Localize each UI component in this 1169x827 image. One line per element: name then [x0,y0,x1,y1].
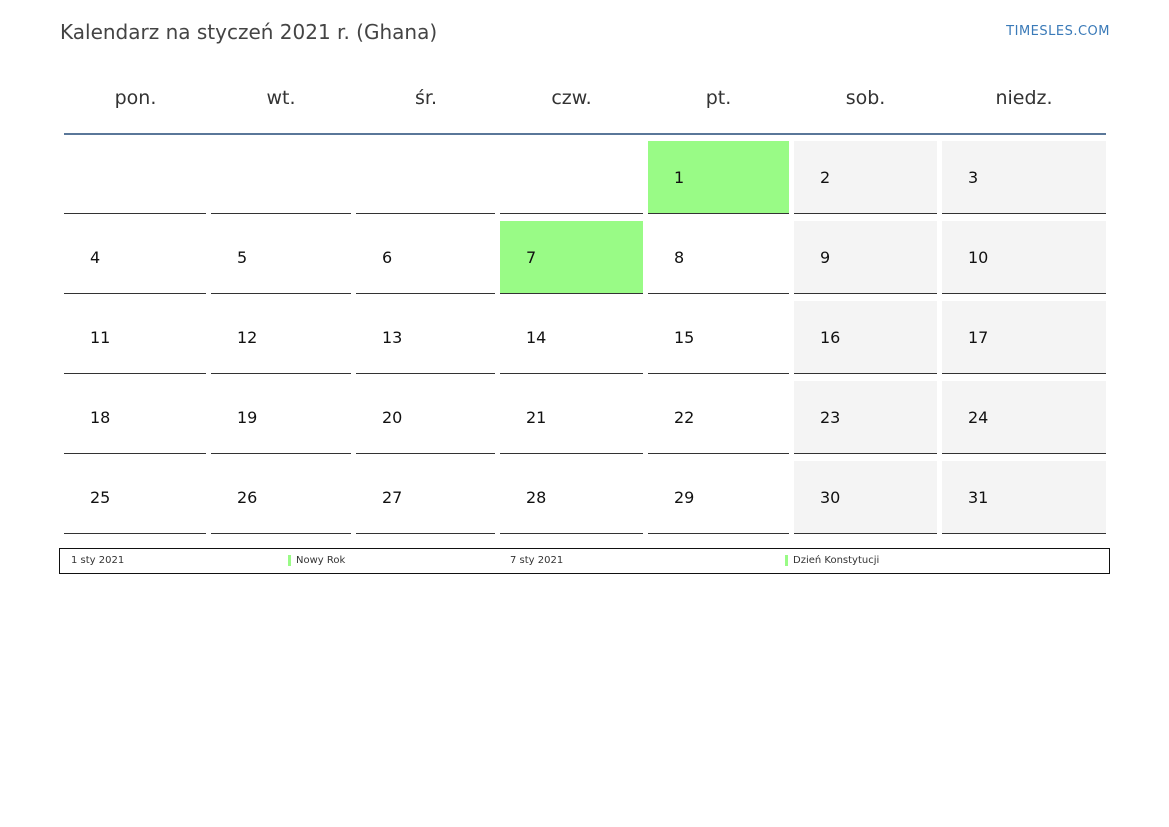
day-number: 31 [968,488,989,507]
day-cell[interactable]: 6 [356,221,495,294]
day-cell[interactable]: 8 [648,221,789,294]
day-cell[interactable]: 9 [794,221,937,294]
empty-day-cell [500,141,643,214]
calendar-week-row: 18 19 20 21 22 23 24 [64,375,1106,455]
calendar-week-row: 1 2 3 [64,135,1106,215]
day-number: 8 [674,248,685,267]
day-number: 7 [526,248,537,267]
day-number: 30 [820,488,841,507]
day-number: 9 [820,248,831,267]
legend-holiday-name: Nowy Rok [296,555,346,566]
day-number: 17 [968,328,989,347]
weekday-label: czw. [551,87,592,109]
day-cell[interactable]: 5 [211,221,351,294]
day-cell[interactable]: 31 [942,461,1106,534]
weekday-label: niedz. [995,87,1053,109]
day-number: 10 [968,248,989,267]
day-cell[interactable]: 12 [211,301,351,374]
day-cell[interactable]: 23 [794,381,937,454]
day-cell[interactable]: 4 [64,221,206,294]
calendar-week-row: 11 12 13 14 15 16 17 [64,295,1106,375]
day-cell[interactable]: 16 [794,301,937,374]
holiday-legend: 1 sty 2021 Nowy Rok 7 sty 2021 Dzień Kon… [59,548,1110,574]
day-number: 29 [674,488,695,507]
day-cell[interactable]: 28 [500,461,643,534]
day-cell[interactable]: 30 [794,461,937,534]
weekday-label: pon. [114,87,157,109]
holiday-color-marker [785,555,788,566]
page-title: Kalendarz na styczeń 2021 r. (Ghana) [60,20,438,44]
day-number: 2 [820,168,831,187]
calendar-week-row: 25 26 27 28 29 30 31 [64,455,1106,535]
day-cell[interactable]: 25 [64,461,206,534]
day-number: 20 [382,408,403,427]
weekday-header: pon. wt. śr. czw. pt. sob. niedz. [64,78,1106,135]
day-number: 28 [526,488,547,507]
day-number: 24 [968,408,989,427]
day-cell[interactable]: 22 [648,381,789,454]
day-number: 1 [674,168,685,187]
holiday-color-marker [288,555,291,566]
day-cell[interactable]: 24 [942,381,1106,454]
day-cell[interactable]: 17 [942,301,1106,374]
calendar-weeks: 1 2 3 4 5 6 7 8 9 10 11 12 13 14 15 16 17 18 19 20 21 22 23 24 2… [64,135,1106,535]
day-cell[interactable]: 1 [648,141,789,214]
empty-day-cell [356,141,495,214]
day-number: 21 [526,408,547,427]
legend-holiday-name: Dzień Konstytucji [793,555,880,566]
day-number: 18 [90,408,111,427]
empty-day-cell [211,141,351,214]
day-cell[interactable]: 3 [942,141,1106,214]
day-number: 3 [968,168,979,187]
day-cell[interactable]: 10 [942,221,1106,294]
weekday-label: śr. [414,87,437,109]
day-cell[interactable]: 21 [500,381,643,454]
day-number: 14 [526,328,547,347]
day-number: 6 [382,248,393,267]
day-number: 12 [237,328,258,347]
day-number: 11 [90,328,111,347]
day-number: 26 [237,488,258,507]
day-cell[interactable]: 29 [648,461,789,534]
day-number: 27 [382,488,403,507]
legend-date: 1 sty 2021 [71,555,125,566]
day-cell[interactable]: 13 [356,301,495,374]
day-cell[interactable]: 19 [211,381,351,454]
day-number: 19 [237,408,258,427]
brand-link[interactable]: TIMESLES.COM [1006,24,1110,39]
day-cell[interactable]: 14 [500,301,643,374]
empty-day-cell [64,141,206,214]
day-cell[interactable]: 11 [64,301,206,374]
day-cell[interactable]: 27 [356,461,495,534]
day-cell[interactable]: 20 [356,381,495,454]
day-cell[interactable]: 2 [794,141,937,214]
day-number: 13 [382,328,403,347]
day-cell[interactable]: 18 [64,381,206,454]
day-cell[interactable]: 15 [648,301,789,374]
weekday-label: pt. [705,87,732,109]
calendar-week-row: 4 5 6 7 8 9 10 [64,215,1106,295]
day-number: 16 [820,328,841,347]
day-number: 15 [674,328,695,347]
day-cell[interactable]: 7 [500,221,643,294]
day-number: 23 [820,408,841,427]
day-number: 22 [674,408,695,427]
day-number: 5 [237,248,248,267]
day-cell[interactable]: 26 [211,461,351,534]
day-number: 25 [90,488,111,507]
day-number: 4 [90,248,101,267]
weekday-label: wt. [266,87,296,109]
weekday-label: sob. [845,87,886,109]
legend-date: 7 sty 2021 [510,555,564,566]
